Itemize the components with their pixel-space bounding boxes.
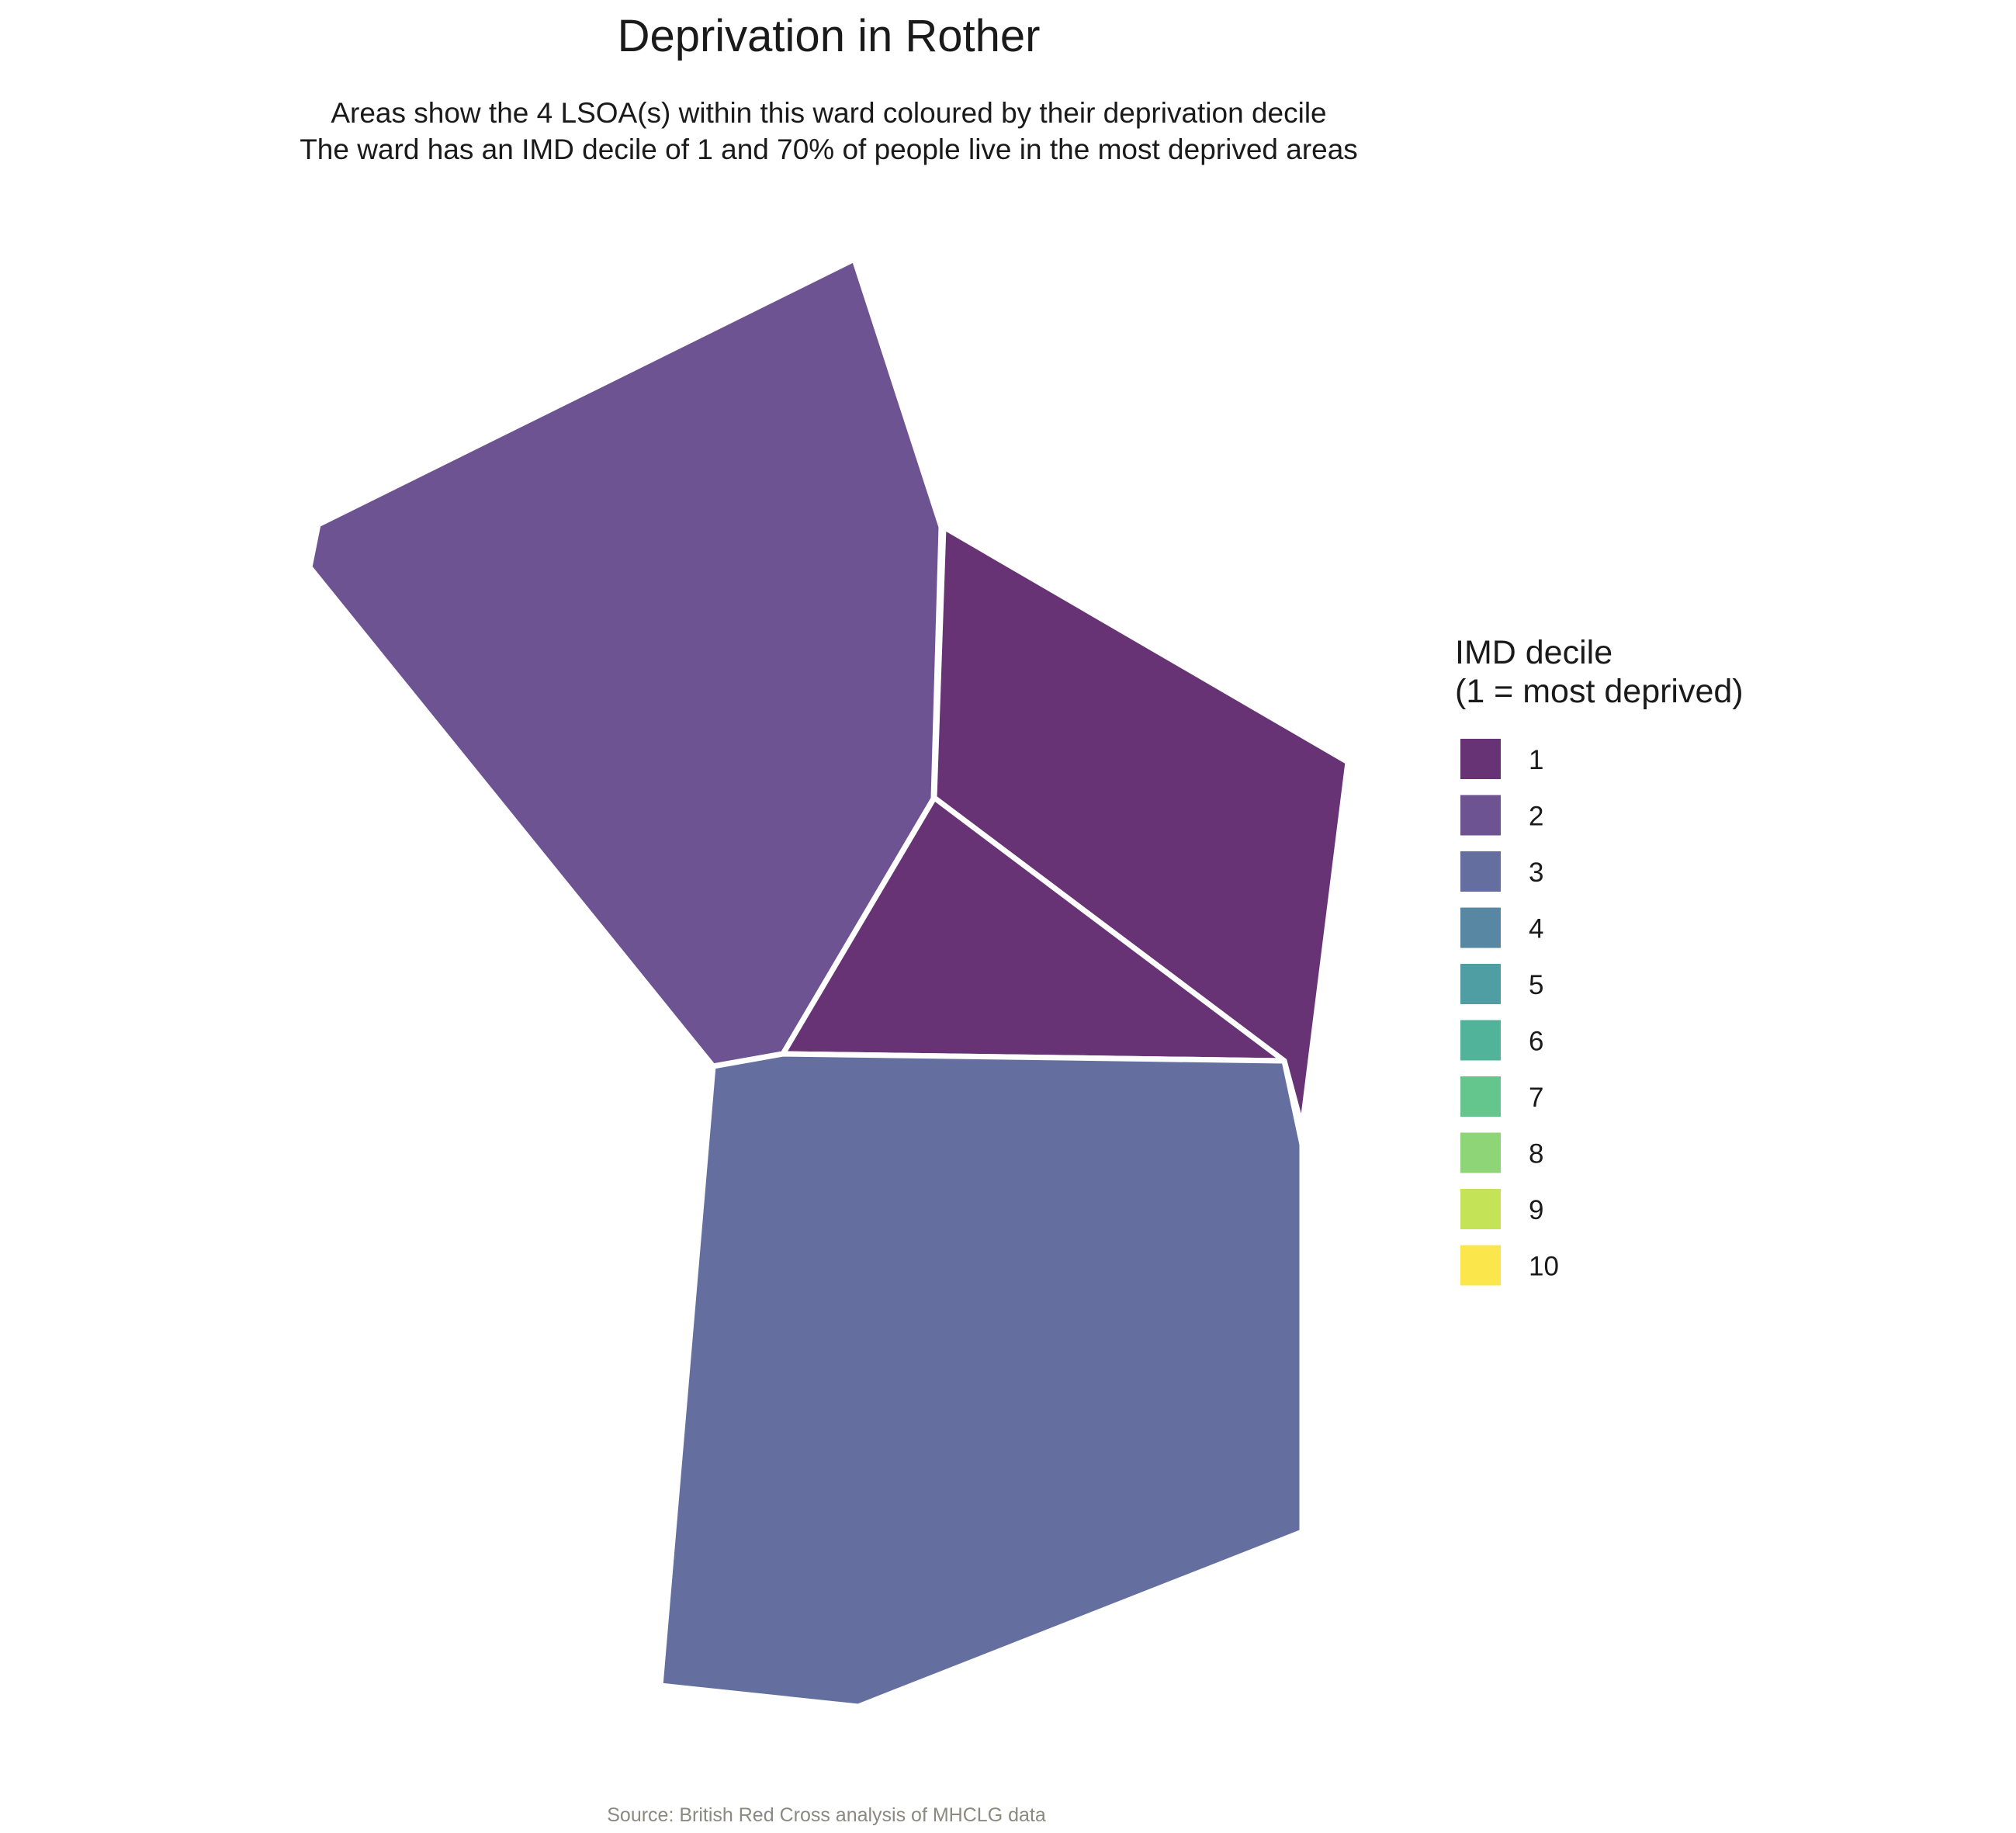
map-subtitle-line-1: Areas show the 4 LSOA(s) within this war…: [331, 97, 1326, 129]
legend-title-line-2: (1 = most deprived): [1455, 673, 1744, 710]
legend-title-line-1: IMD decile: [1455, 634, 1612, 671]
lsoa-area-south[interactable]: [657, 1051, 1305, 1710]
legend-label-1: 1: [1529, 745, 1543, 775]
legend-label-7: 7: [1529, 1083, 1543, 1113]
legend-key-3: [1460, 851, 1501, 892]
legend-label-8: 8: [1529, 1139, 1543, 1169]
legend-key-1: [1460, 739, 1501, 779]
legend-items: 1 2 3 4 5 6 7 8 9 10: [1460, 739, 1559, 1286]
legend-key-2: [1460, 795, 1501, 836]
legend-key-10: [1460, 1245, 1501, 1286]
legend-label-9: 9: [1529, 1195, 1543, 1225]
map-subtitle-line-2: The ward has an IMD decile of 1 and 70% …: [300, 133, 1358, 165]
legend-key-6: [1460, 1020, 1501, 1061]
source-caption: Source: British Red Cross analysis of MH…: [607, 1804, 1046, 1826]
legend-label-4: 4: [1529, 914, 1543, 944]
legend-key-9: [1460, 1189, 1501, 1229]
legend-key-7: [1460, 1076, 1501, 1117]
legend: IMD decile (1 = most deprived) 1 2 3 4 5 6 7 8 9…: [1455, 634, 1744, 1286]
legend-label-2: 2: [1529, 802, 1543, 832]
legend-key-8: [1460, 1132, 1501, 1173]
legend-label-3: 3: [1529, 858, 1543, 888]
legend-label-10: 10: [1529, 1252, 1559, 1282]
legend-label-5: 5: [1529, 970, 1543, 1000]
ward-map: [307, 256, 1351, 1710]
map-title: Deprivation in Rother: [618, 11, 1041, 61]
legend-label-6: 6: [1529, 1027, 1543, 1057]
legend-key-5: [1460, 964, 1501, 1004]
legend-key-4: [1460, 907, 1501, 948]
